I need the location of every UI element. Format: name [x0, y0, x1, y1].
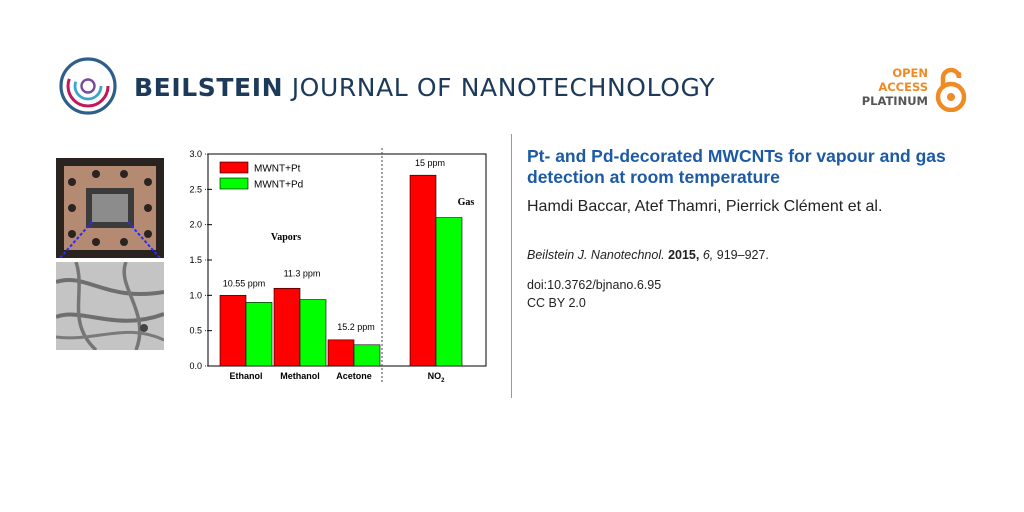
vertical-divider — [511, 134, 512, 398]
badge-open: OPEN — [892, 66, 928, 80]
y-tick-label: 0.5 — [189, 326, 202, 336]
y-tick-label: 3.0 — [189, 149, 202, 159]
group-label-gas: Gas — [458, 197, 475, 208]
group-label-vapors: Vapors — [271, 232, 301, 243]
journal-name[interactable]: BEILSTEIN JOURNAL OF NANOTECHNOLOGY — [134, 73, 715, 102]
citation-pages: 919–927. — [716, 248, 769, 262]
journal-name-light: JOURNAL OF NANOTECHNOLOGY — [291, 73, 716, 102]
article-title[interactable]: Pt- and Pd-decorated MWCNTs for vapour a… — [527, 146, 946, 187]
journal-header: BEILSTEIN JOURNAL OF NANOTECHNOLOGY OPEN… — [58, 56, 968, 116]
badge-access: ACCESS — [878, 80, 928, 94]
legend-swatch — [219, 161, 249, 174]
article-authors: Hamdi Baccar, Atef Thamri, Pierrick Clém… — [527, 198, 883, 215]
bar-mwntpd — [353, 344, 381, 367]
y-tick-label: 1.5 — [189, 255, 202, 265]
y-tick-label: 2.5 — [189, 184, 202, 194]
bar-mwntpt — [409, 174, 437, 367]
citation-year: 2015, — [668, 248, 700, 262]
article-citation: Beilstein J. Nanotechnol. 2015, 6, 919–9… — [527, 248, 997, 262]
journal-name-bold: BEILSTEIN — [134, 73, 284, 102]
legend-label: MWNT+Pd — [254, 180, 303, 191]
sensor-chip-image — [56, 158, 164, 258]
bar-annotation: 11.3 ppm — [284, 268, 321, 278]
bar-mwntpt — [273, 287, 301, 367]
x-category-label: Ethanol — [230, 371, 263, 381]
bar-mwntpd — [435, 217, 463, 367]
bar-mwntpd — [245, 302, 273, 367]
tem-nanotube-image — [56, 262, 164, 350]
bar-annotation: 15 ppm — [415, 158, 445, 168]
article-metadata: Pt- and Pd-decorated MWCNTs for vapour a… — [527, 146, 997, 312]
open-lock-icon — [935, 67, 967, 112]
article-doi[interactable]: doi:10.3762/bjnano.6.95 — [527, 278, 662, 292]
legend-label: MWNT+Pt — [254, 164, 301, 175]
article-license[interactable]: CC BY 2.0 — [527, 296, 586, 310]
bar-mwntpd — [299, 299, 327, 367]
y-tick-label: 0.0 — [189, 361, 202, 371]
x-category-label: NO2 — [428, 371, 446, 384]
x-category-label: Acetone — [336, 371, 372, 381]
bar-annotation: 10.55 ppm — [223, 278, 266, 288]
journal-logo-icon — [59, 57, 117, 115]
bar-mwntpt — [219, 295, 247, 367]
response-bar-chart: 0.0 0.5 1.0 1.5 2.0 2.5 3.0 Ethanol Methanol Acet… — [189, 148, 487, 384]
badge-platinum: PLATINUM — [861, 94, 928, 108]
legend-swatch — [219, 177, 249, 190]
open-access-badge: OPEN ACCESS PLATINUM — [848, 60, 968, 114]
citation-journal: Beilstein J. Nanotechnol. — [527, 248, 665, 262]
bar-annotation: 15.2 ppm — [337, 322, 375, 332]
citation-volume: 6, — [702, 248, 714, 262]
micrograph-panel — [56, 158, 164, 350]
y-tick-label: 2.0 — [189, 220, 202, 230]
bar-mwntpt — [327, 339, 355, 367]
y-tick-label: 1.0 — [189, 290, 202, 300]
x-category-label: Methanol — [280, 371, 320, 381]
